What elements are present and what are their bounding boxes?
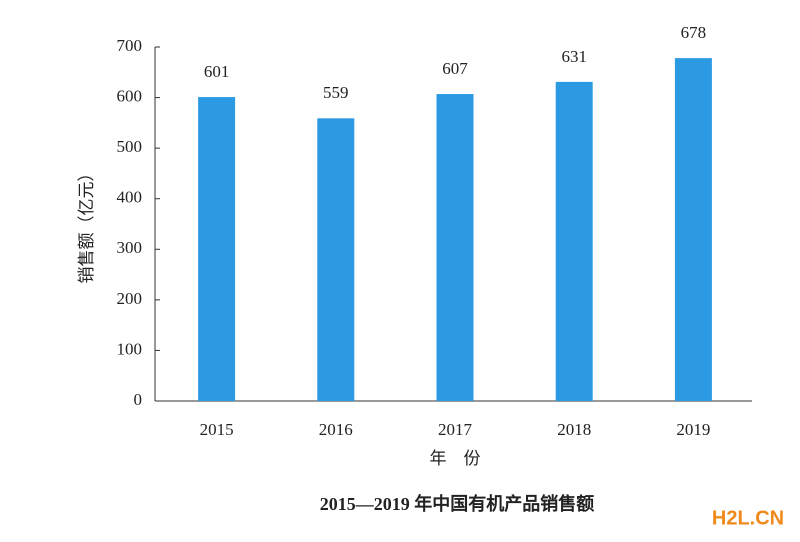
- bar: [317, 118, 355, 401]
- bar: [436, 94, 474, 401]
- value-label: 631: [561, 47, 587, 66]
- y-tick-label: 0: [134, 390, 143, 409]
- value-label: 607: [442, 59, 468, 78]
- value-label: 559: [323, 83, 349, 102]
- x-axis-label: 年 份: [430, 449, 481, 468]
- y-tick-label: 200: [117, 289, 143, 308]
- y-tick-label: 100: [117, 339, 143, 358]
- x-tick-label: 2017: [438, 420, 473, 439]
- watermark: H2L.CN: [712, 507, 784, 529]
- y-tick-label: 500: [117, 137, 143, 156]
- y-tick-label: 400: [117, 188, 143, 207]
- chart-title: 2015—2019 年中国有机产品销售额: [320, 493, 595, 514]
- bar: [674, 58, 712, 402]
- x-tick-label: 2018: [557, 420, 591, 439]
- bar: [555, 81, 593, 401]
- x-tick-label: 2015: [200, 420, 234, 439]
- value-label: 601: [204, 62, 230, 81]
- y-tick-label: 700: [117, 36, 143, 55]
- value-label: 678: [681, 23, 707, 42]
- y-axis-label: 销售额（亿元）: [77, 165, 96, 284]
- y-tick-label: 600: [117, 86, 143, 105]
- bar: [198, 97, 236, 402]
- y-tick-label: 300: [117, 238, 143, 257]
- x-tick-label: 2016: [319, 420, 353, 439]
- x-tick-label: 2019: [676, 420, 710, 439]
